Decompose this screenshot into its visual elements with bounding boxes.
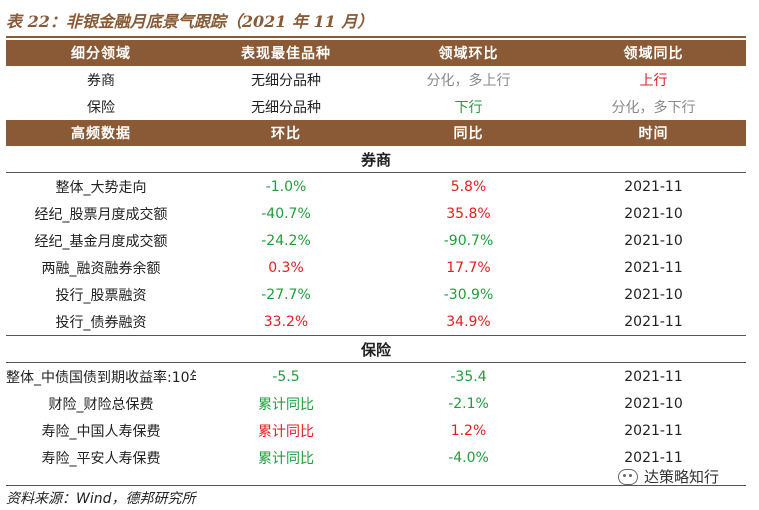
title-rule bbox=[6, 36, 746, 38]
table-title: 表 22：非银金融月底景气跟踪（2021 年 11 月） bbox=[6, 12, 374, 31]
watermark-text: 达策略知行 bbox=[644, 468, 720, 486]
table-row: 经纪_股票月度成交额 -40.7% 35.8% 2021-10 bbox=[6, 200, 746, 227]
table-row: 投行_债券融资 33.2% 34.9% 2021-11 bbox=[6, 308, 746, 336]
row-name: 整体_中债国债到期收益率:10年 bbox=[6, 369, 196, 386]
table-row: 经纪_基金月度成交额 -24.2% -90.7% 2021-10 bbox=[6, 227, 746, 254]
header-cell: 领域环比 bbox=[376, 40, 561, 66]
row-date: 2021-11 bbox=[624, 178, 683, 195]
summary-best: 无细分品种 bbox=[251, 72, 321, 89]
summary-best: 无细分品种 bbox=[251, 99, 321, 116]
row-name: 两融_融资融券余额 bbox=[41, 260, 161, 277]
summary-row-insurance: 保险 无细分品种 下行 分化，多下行 bbox=[6, 93, 746, 120]
table-row: 整体_大势走向 -1.0% 5.8% 2021-11 bbox=[6, 173, 746, 201]
row-date: 2021-10 bbox=[624, 395, 683, 412]
section-header-brokers: 券商 bbox=[6, 146, 746, 173]
row-date: 2021-10 bbox=[624, 286, 683, 303]
row-date: 2021-10 bbox=[624, 232, 683, 249]
row-yoy: 5.8% bbox=[450, 178, 487, 195]
row-date: 2021-11 bbox=[624, 422, 683, 439]
row-yoy: -35.4 bbox=[450, 368, 487, 385]
summary-yoy: 上行 bbox=[639, 72, 668, 89]
row-name: 投行_债券融资 bbox=[6, 308, 196, 336]
row-yoy: 17.7% bbox=[446, 259, 491, 276]
row-yoy: -4.0% bbox=[448, 449, 489, 466]
row-date: 2021-10 bbox=[624, 205, 683, 222]
header-row-1: 细分领域 表现最佳品种 领域环比 领域同比 bbox=[6, 40, 746, 66]
row-yoy: -90.7% bbox=[443, 232, 494, 249]
table-row: 整体_中债国债到期收益率:10年 -5.5 -35.4 2021-11 bbox=[6, 363, 746, 391]
section-title: 券商 bbox=[6, 146, 746, 173]
wechat-icon bbox=[618, 468, 638, 485]
row-mom: 33.2% bbox=[196, 308, 376, 336]
row-name: 投行_股票融资 bbox=[55, 287, 147, 304]
row-mom: 0.3% bbox=[268, 259, 304, 276]
row-mom: -24.2% bbox=[261, 232, 311, 249]
header-cell: 表现最佳品种 bbox=[196, 40, 376, 66]
row-name: 财险_财险总保费 bbox=[48, 396, 154, 413]
header-cell: 领域同比 bbox=[561, 40, 746, 66]
summary-mom: 下行 bbox=[454, 99, 483, 116]
header-row-2: 高频数据 环比 同比 时间 bbox=[6, 120, 746, 146]
row-mom: -5.5 bbox=[272, 368, 300, 385]
watermark: 达策略知行 bbox=[618, 466, 719, 487]
row-date: 2021-11 bbox=[624, 449, 683, 466]
row-mom: -40.7% bbox=[261, 205, 311, 222]
row-yoy: -30.9% bbox=[443, 286, 494, 303]
row-name: 寿险_平安人寿保费 bbox=[41, 450, 161, 467]
header-cell: 高频数据 bbox=[6, 120, 196, 146]
row-mom: -1.0% bbox=[265, 178, 307, 195]
summary-yoy: 分化，多下行 bbox=[611, 99, 696, 116]
row-mom: 累计同比 bbox=[258, 423, 314, 440]
table-row: 财险_财险总保费 累计同比 -2.1% 2021-10 bbox=[6, 390, 746, 417]
section-header-insurance: 保险 bbox=[6, 335, 746, 363]
header-cell: 细分领域 bbox=[6, 40, 196, 66]
tracking-table: 细分领域 表现最佳品种 领域环比 领域同比 券商 无细分品种 分化，多上行 上行… bbox=[6, 40, 746, 471]
table-row: 寿险_中国人寿保费 累计同比 1.2% 2021-11 bbox=[6, 417, 746, 444]
row-mom: 累计同比 bbox=[258, 396, 314, 413]
row-mom: 累计同比 bbox=[258, 450, 314, 467]
source-note: 资料来源：Wind，德邦研究所 bbox=[6, 485, 746, 508]
row-yoy: 35.8% bbox=[446, 205, 491, 222]
table-row: 寿险_平安人寿保费 累计同比 -4.0% 2021-11 bbox=[6, 444, 746, 471]
row-yoy: -2.1% bbox=[448, 395, 489, 412]
header-cell: 同比 bbox=[376, 120, 561, 146]
row-yoy: 1.2% bbox=[450, 422, 487, 439]
summary-mom: 分化，多上行 bbox=[426, 72, 511, 89]
row-name: 寿险_中国人寿保费 bbox=[41, 423, 161, 440]
header-cell: 环比 bbox=[196, 120, 376, 146]
table-row: 两融_融资融券余额 0.3% 17.7% 2021-11 bbox=[6, 254, 746, 281]
summary-row-brokers: 券商 无细分品种 分化，多上行 上行 bbox=[6, 66, 746, 93]
row-name: 经纪_基金月度成交额 bbox=[34, 233, 168, 250]
row-mom: -27.7% bbox=[261, 286, 311, 303]
header-cell: 时间 bbox=[561, 120, 746, 146]
row-date: 2021-11 bbox=[624, 259, 683, 276]
table-row: 投行_股票融资 -27.7% -30.9% 2021-10 bbox=[6, 281, 746, 308]
summary-name: 券商 bbox=[87, 72, 115, 89]
summary-name: 保险 bbox=[87, 99, 115, 116]
section-title: 保险 bbox=[6, 335, 746, 363]
row-yoy: 34.9% bbox=[376, 308, 561, 336]
row-name: 整体_大势走向 bbox=[55, 179, 147, 196]
row-date: 2021-11 bbox=[624, 368, 683, 385]
row-date: 2021-11 bbox=[561, 308, 746, 336]
row-name: 经纪_股票月度成交额 bbox=[34, 206, 168, 223]
